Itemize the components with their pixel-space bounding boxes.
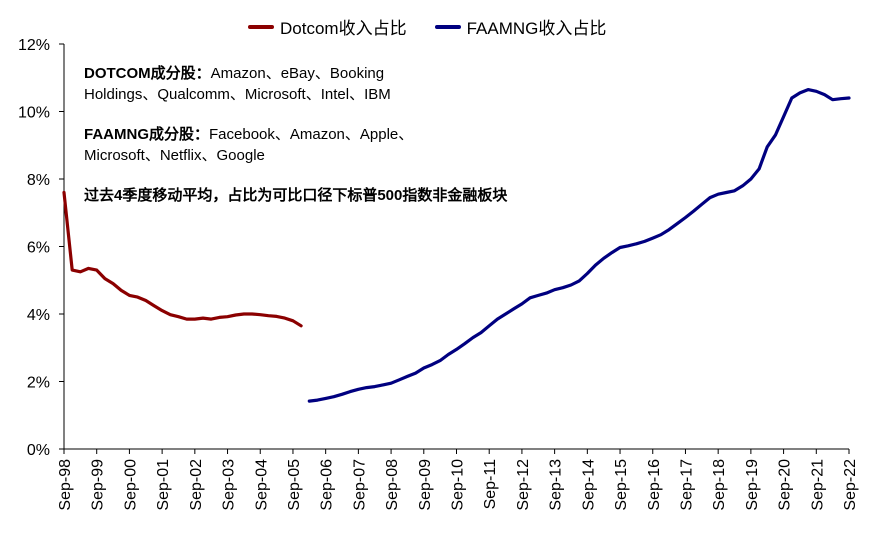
faamng-note-line-2: Microsoft、Netflix、Google xyxy=(84,147,265,164)
x-tick-label: Sep-09 xyxy=(417,459,434,511)
x-tick-label: Sep-12 xyxy=(515,459,532,511)
x-tick-label: Sep-21 xyxy=(809,459,826,511)
legend-item-faamng: FAAMNG收入占比 xyxy=(434,14,607,39)
dotcom-note-line-2: Holdings、Qualcomm、Microsoft、Intel、IBM xyxy=(84,86,391,103)
dotcom-note-line-1: Amazon、eBay、Booking xyxy=(210,65,385,82)
x-tick-label: Sep-05 xyxy=(286,459,303,511)
x-tick-label: Sep-04 xyxy=(253,459,270,511)
legend-label-dotcom: Dotcom收入占比 xyxy=(280,19,407,38)
dotcom-note-heading: DOTCOM成分股： xyxy=(84,65,211,82)
x-tick-label: Sep-22 xyxy=(842,459,859,511)
legend-swatch-dotcom xyxy=(248,24,274,29)
x-tick-label: Sep-13 xyxy=(548,459,565,511)
series-line-dotcom xyxy=(62,190,303,328)
x-tick-label: Sep-06 xyxy=(319,459,336,511)
y-tick-label: 12% xyxy=(18,37,50,54)
y-axis-ticks: 0% 2% 4% 6% 8% 10% 12% xyxy=(18,37,64,459)
y-tick-label: 2% xyxy=(27,375,50,392)
x-tick-label: Sep-98 xyxy=(57,459,74,511)
x-tick-label: Sep-15 xyxy=(613,459,630,511)
y-tick-label: 0% xyxy=(27,442,50,459)
faamng-note-heading: FAAMNG成分股： xyxy=(84,126,209,143)
x-tick-label: Sep-00 xyxy=(122,459,139,511)
methodology-note: 过去4季度移动平均，占比为可比口径下标普500指数非金融板块 xyxy=(84,187,508,204)
legend-swatch-faamng xyxy=(434,24,461,29)
dotcom-constituents-note: DOTCOM成分股：Amazon、eBay、Booking Holdings、Q… xyxy=(84,63,507,105)
x-tick-label: Sep-16 xyxy=(646,459,663,511)
x-tick-label: Sep-18 xyxy=(711,459,728,511)
legend-label-faamng: FAAMNG收入占比 xyxy=(466,19,607,38)
y-tick-label: 6% xyxy=(27,240,50,257)
x-tick-label: Sep-17 xyxy=(678,459,695,511)
x-tick-label: Sep-11 xyxy=(482,459,499,510)
faamng-constituents-note: FAAMNG成分股：Facebook、Amazon、Apple、 Microso… xyxy=(84,124,507,166)
legend: Dotcom收入占比 FAAMNG收入占比 xyxy=(248,14,606,39)
x-tick-label: Sep-02 xyxy=(188,459,205,511)
x-tick-label: Sep-08 xyxy=(384,459,401,511)
x-axis-ticks: Sep-98 Sep-99 Sep-00 Sep-01 Sep-02 Sep-03 Sep-… xyxy=(57,449,859,511)
x-tick-label: Sep-99 xyxy=(90,459,107,511)
x-tick-label: Sep-01 xyxy=(155,459,172,511)
x-tick-label: Sep-03 xyxy=(221,459,238,511)
y-tick-label: 4% xyxy=(27,307,50,324)
series-layer xyxy=(62,87,851,403)
series-line-faamng xyxy=(307,87,851,403)
y-tick-label: 10% xyxy=(18,105,50,122)
x-tick-label: Sep-14 xyxy=(580,459,597,511)
x-tick-label: Sep-20 xyxy=(777,459,794,511)
chart-notes: DOTCOM成分股：Amazon、eBay、Booking Holdings、Q… xyxy=(84,63,507,206)
y-tick-label: 8% xyxy=(27,172,50,189)
x-tick-label: Sep-07 xyxy=(351,459,368,511)
legend-item-dotcom: Dotcom收入占比 xyxy=(248,14,407,39)
faamng-note-line-1: Facebook、Amazon、Apple、 xyxy=(209,126,414,143)
x-tick-label: Sep-10 xyxy=(450,459,467,511)
x-tick-label: Sep-19 xyxy=(744,459,761,511)
